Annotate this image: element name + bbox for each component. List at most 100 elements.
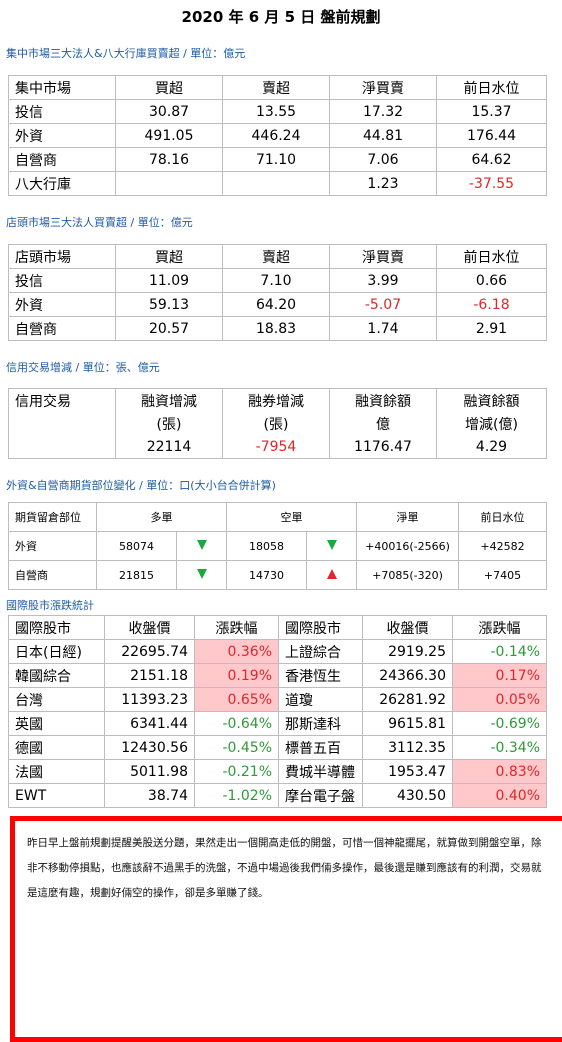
commentary-text: 昨日早上盤前規劃提醒美股送分題，果然走出一個開高走低的開盤，可惜一個神龍擺尾，就… xyxy=(27,837,542,899)
cell: +42582 xyxy=(458,531,547,561)
table-header-row: 期貨留倉部位 多單 空單 淨單 前日水位 xyxy=(8,502,547,532)
cell: 491.05 xyxy=(115,123,223,148)
cell: -5.07 xyxy=(329,292,437,317)
cell: -37.55 xyxy=(436,171,547,196)
unit-cell: 增減(億) xyxy=(436,412,547,435)
change-pct: 0.83% xyxy=(452,759,547,784)
header-cell: 買超 xyxy=(115,244,223,269)
table-header-row: 集中市場 買超 賣超 淨買賣 前日水位 xyxy=(8,75,547,100)
close-price: 2919.25 xyxy=(362,639,453,664)
index-name: 費城半導體 xyxy=(278,759,363,784)
cell xyxy=(306,560,357,590)
row-label: 外資 xyxy=(8,292,116,317)
header-cell: 店頭市場 xyxy=(8,244,116,269)
otc-market-table: 店頭市場 買超 賣超 淨買賣 前日水位 投信 11.09 7.10 3.99 0… xyxy=(8,244,547,341)
margin-trading-heading: 信用交易增減 / 單位：張、億元 xyxy=(6,361,160,374)
cell: 64.20 xyxy=(222,292,330,317)
cell: 18.83 xyxy=(222,316,330,341)
table-row: 韓國綜合 2151.18 0.19% 香港恆生 24366.30 0.17% xyxy=(8,663,547,688)
header-cell: 淨買賣 xyxy=(329,75,437,100)
unit-cell: (張) xyxy=(222,412,330,435)
header-cell: 融資餘額 xyxy=(436,388,547,412)
table-header-row: 信用交易 融資增減 融券增減 融資餘額 融資餘額 xyxy=(8,388,547,412)
row-label: 八大行庫 xyxy=(8,171,116,196)
close-price: 1953.47 xyxy=(362,759,453,784)
close-price: 3112.35 xyxy=(362,735,453,760)
header-cell: 期貨留倉部位 xyxy=(8,502,97,532)
header-cell: 集中市場 xyxy=(8,75,116,100)
unit-cell: (張) xyxy=(115,412,223,435)
cell: +40016(-2566) xyxy=(356,531,459,561)
cell: 20.57 xyxy=(115,316,223,341)
header-cell: 前日水位 xyxy=(458,502,547,532)
cell: 17.32 xyxy=(329,99,437,124)
cell: 14730 xyxy=(226,560,307,590)
change-pct: 0.40% xyxy=(452,783,547,808)
header-cell: 收盤價 xyxy=(362,615,453,640)
header-cell: 融券增減 xyxy=(222,388,330,412)
header-cell: 前日水位 xyxy=(436,244,547,269)
table-row: 外資 491.05 446.24 44.81 176.44 xyxy=(8,123,547,148)
table-row: 外資 58074 18058 +40016(-2566) +42582 xyxy=(8,531,547,561)
close-price: 430.50 xyxy=(362,783,453,808)
row-label: 自營商 xyxy=(8,147,116,172)
cell: 64.62 xyxy=(436,147,547,172)
close-price: 24366.30 xyxy=(362,663,453,688)
header-cell: 信用交易 xyxy=(8,388,116,412)
change-pct: -0.64% xyxy=(194,711,279,736)
global-indices-table: 國際股市 收盤價 漲跌幅 國際股市 收盤價 漲跌幅 日本(日經) 22695.7… xyxy=(8,615,547,808)
cell: 22114 xyxy=(115,435,223,459)
listed-market-table: 集中市場 買超 賣超 淨買賣 前日水位 投信 30.87 13.55 17.32… xyxy=(8,75,547,196)
cell: 30.87 xyxy=(115,99,223,124)
margin-trading-table: 信用交易 融資增減 融券增減 融資餘額 融資餘額 (張) (張) 億 增減(億)… xyxy=(8,388,547,459)
cell: 1176.47 xyxy=(329,435,437,459)
close-price: 9615.81 xyxy=(362,711,453,736)
table-row: 台灣 11393.23 0.65% 道瓊 26281.92 0.05% xyxy=(8,687,547,712)
index-name: 日本(日經) xyxy=(8,639,105,664)
cell: -7954 xyxy=(222,435,330,459)
change-pct: 0.19% xyxy=(194,663,279,688)
header-cell: 國際股市 xyxy=(8,615,105,640)
change-pct: 0.65% xyxy=(194,687,279,712)
down-arrow-icon xyxy=(196,568,207,579)
header-cell: 漲跌幅 xyxy=(194,615,279,640)
table-row: 八大行庫 1.23 -37.55 xyxy=(8,171,547,196)
table-row: 德國 12430.56 -0.45% 標普五百 3112.35 -0.34% xyxy=(8,735,547,760)
change-pct: 0.05% xyxy=(452,687,547,712)
header-cell: 多單 xyxy=(96,502,227,532)
close-price: 22695.74 xyxy=(104,639,195,664)
index-name: 摩台電子盤 xyxy=(278,783,363,808)
table-row: EWT 38.74 -1.02% 摩台電子盤 430.50 0.40% xyxy=(8,783,547,808)
row-label: 外資 xyxy=(8,531,97,561)
close-price: 5011.98 xyxy=(104,759,195,784)
table-row: 22114 -7954 1176.47 4.29 xyxy=(8,435,547,459)
cell xyxy=(176,560,227,590)
index-name: 標普五百 xyxy=(278,735,363,760)
cell: 1.23 xyxy=(329,171,437,196)
index-name: EWT xyxy=(8,783,105,808)
table-unit-row: (張) (張) 億 增減(億) xyxy=(8,412,547,435)
header-cell: 融資增減 xyxy=(115,388,223,412)
cell: 446.24 xyxy=(222,123,330,148)
close-price: 38.74 xyxy=(104,783,195,808)
row-label: 投信 xyxy=(8,99,116,124)
change-pct: -0.21% xyxy=(194,759,279,784)
index-name: 香港恆生 xyxy=(278,663,363,688)
index-name: 上證綜合 xyxy=(278,639,363,664)
cell: 4.29 xyxy=(436,435,547,459)
index-name: 法國 xyxy=(8,759,105,784)
change-pct: 0.17% xyxy=(452,663,547,688)
index-name: 德國 xyxy=(8,735,105,760)
cell: 0.66 xyxy=(436,268,547,293)
cell: 78.16 xyxy=(115,147,223,172)
global-indices-heading: 國際股市漲跌統計 xyxy=(6,599,94,612)
table-row: 英國 6341.44 -0.64% 那斯達科 9615.81 -0.69% xyxy=(8,711,547,736)
header-cell: 漲跌幅 xyxy=(452,615,547,640)
table-row: 自營商 21815 14730 +7085(-320) +7405 xyxy=(8,560,547,590)
header-cell: 前日水位 xyxy=(436,75,547,100)
cell: -6.18 xyxy=(436,292,547,317)
row-label: 自營商 xyxy=(8,560,97,590)
change-pct: -0.14% xyxy=(452,639,547,664)
row-label: 投信 xyxy=(8,268,116,293)
commentary-box: 昨日早上盤前規劃提醒美股送分題，果然走出一個開高走低的開盤，可惜一個神龍擺尾，就… xyxy=(10,816,562,1042)
